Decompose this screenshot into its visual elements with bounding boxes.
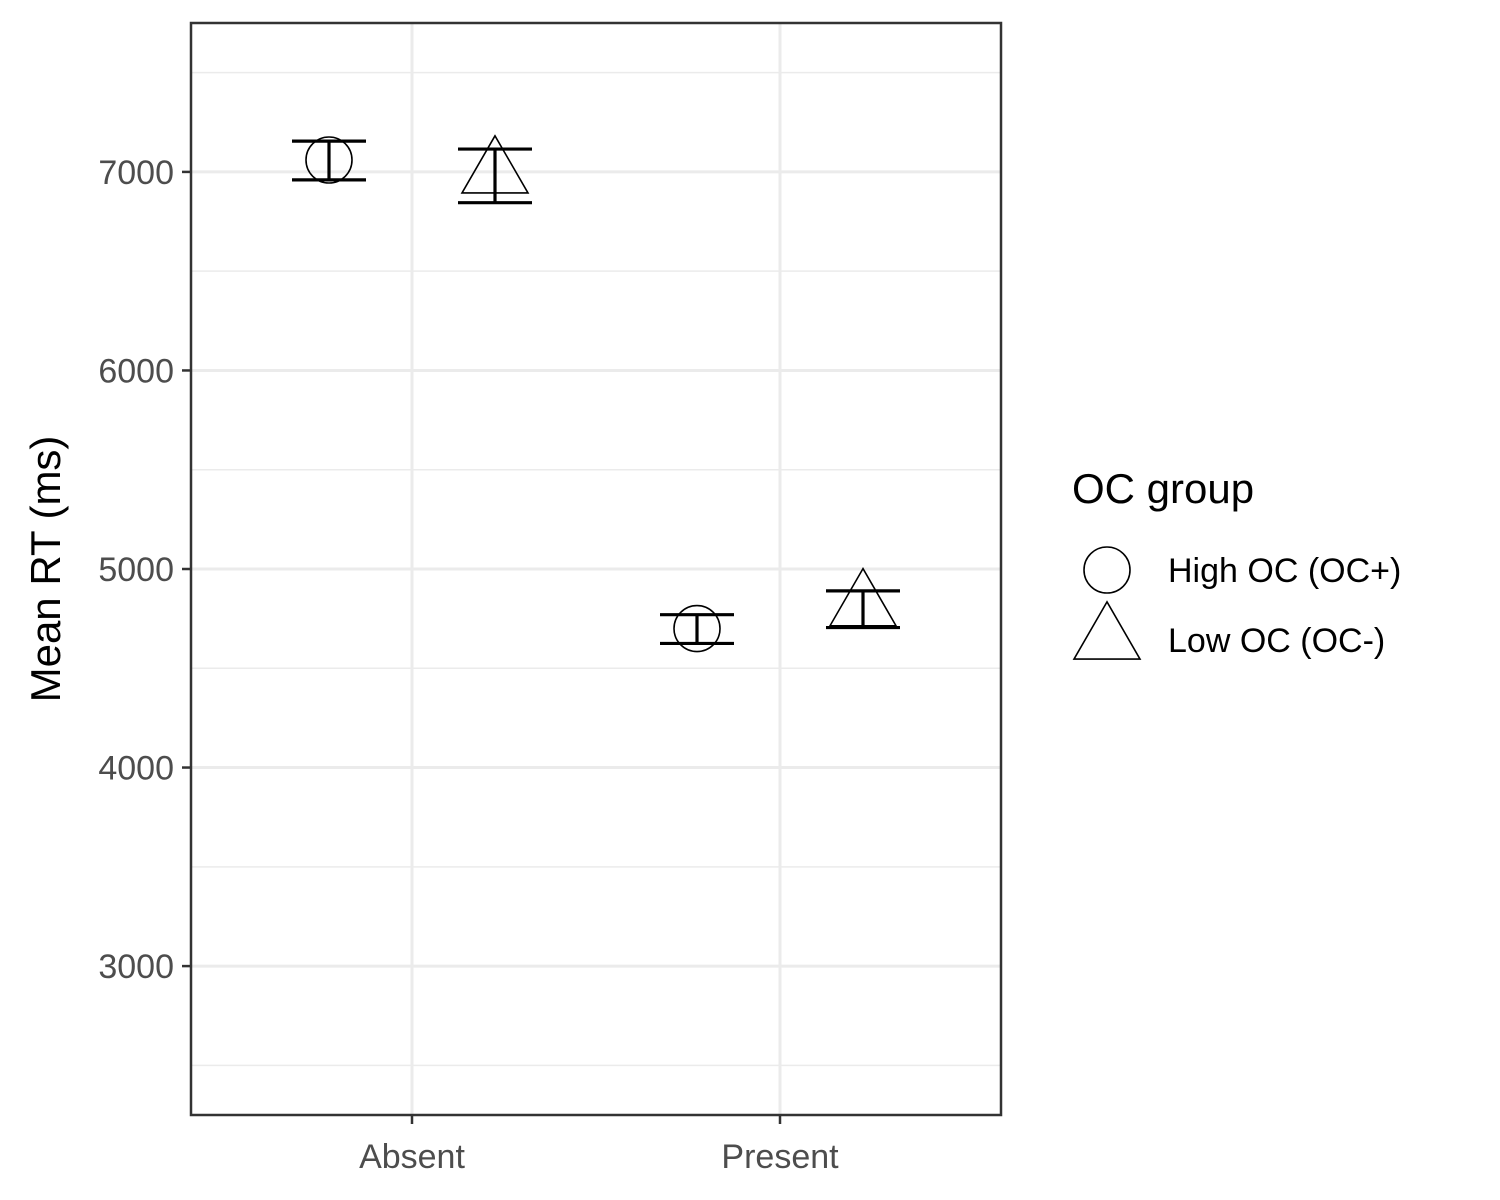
data-marks [292, 134, 900, 653]
legend-item-high-oc: High OC (OC+) [1083, 546, 1401, 594]
circle-marker [673, 604, 721, 653]
legend-item-low-oc: Low OC (OC-) [1072, 600, 1385, 660]
triangle-marker [1072, 600, 1142, 660]
data-point-high-oc-absent [292, 136, 366, 184]
data-point-low-oc-present [826, 567, 900, 630]
legend-title: OC group [1072, 465, 1254, 512]
legend: OC group High OC (OC+) Low OC (OC-) [1072, 465, 1401, 660]
axes: 3000 4000 5000 6000 7000 Absent Present [98, 154, 839, 1176]
grid [191, 23, 1001, 1115]
data-point-high-oc-present [660, 604, 734, 653]
y-tick-label: 7000 [98, 154, 174, 192]
x-tick-label: Present [721, 1138, 839, 1176]
circle-marker [1083, 546, 1131, 594]
legend-label: High OC (OC+) [1168, 552, 1401, 590]
y-tick-label: 6000 [98, 352, 174, 390]
x-tick-label: Absent [359, 1138, 465, 1176]
y-tick-label: 5000 [98, 551, 174, 589]
y-tick-label: 3000 [98, 948, 174, 986]
y-tick-label: 4000 [98, 750, 174, 788]
legend-label: Low OC (OC-) [1168, 622, 1385, 660]
data-point-low-oc-absent [458, 134, 532, 205]
legend-items: High OC (OC+) Low OC (OC-) [1072, 546, 1401, 660]
circle-marker [305, 136, 353, 184]
y-axis-title: Mean RT (ms) [22, 436, 69, 703]
